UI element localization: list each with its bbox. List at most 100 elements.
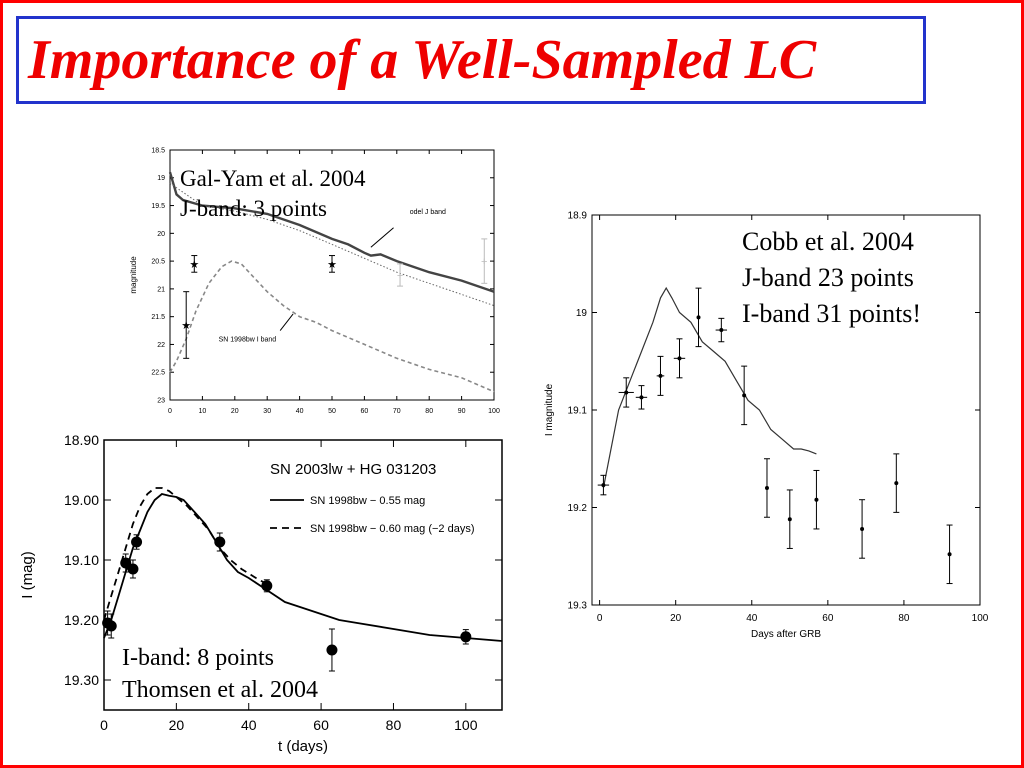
thomsen-y-tick-label: 18.90 — [64, 432, 99, 448]
galyam-y-tick-label: 20.5 — [151, 259, 165, 266]
galyam-x-tick-label: 50 — [328, 408, 336, 415]
galyam-x-tick-label: 70 — [393, 408, 401, 415]
thomsen-data-point — [214, 536, 226, 548]
cobb-data-point — [947, 552, 952, 557]
thomsen-chart-title: SN 2003lw + HG 031203 — [270, 461, 436, 478]
thomsen-y-tick-label: 19.20 — [64, 612, 99, 628]
thomsen-legend-label-1: SN 1998bw − 0.55 mag — [310, 495, 425, 507]
cobb-data-point — [601, 483, 606, 488]
galyam-y-axis-label: magnitude — [129, 256, 138, 294]
thomsen-panel: 0 20 40 60 80 100 18.90 19.00 19.10 19.20 19.30 t (… — [14, 432, 510, 758]
thomsen-data-point — [326, 644, 338, 656]
galyam-data-point: ★ — [189, 259, 199, 271]
cobb-annotation: Cobb et al. 2004 J-band 23 points I-band… — [742, 224, 921, 332]
galyam-y-tick-label: 21.5 — [151, 314, 165, 321]
thomsen-x-axis-label: t (days) — [278, 738, 328, 755]
galyam-annotation-line-2: J-band: 3 points — [180, 196, 327, 221]
thomsen-x-tick-label: 60 — [313, 717, 329, 733]
cobb-x-axis-label: Days after GRB — [751, 629, 821, 640]
galyam-x-tick-label: 60 — [361, 408, 369, 415]
galyam-series-3-line — [169, 260, 495, 393]
galyam-x-tick-label: 40 — [296, 408, 304, 415]
galyam-y-tick-label: 19.5 — [151, 203, 165, 210]
galyam-annotation-line-1: Gal-Yam et al. 2004 — [180, 166, 366, 191]
cobb-data-point — [787, 517, 792, 522]
galyam-series-1-line — [168, 171, 495, 293]
galyam-data-point: + — [397, 270, 403, 282]
thomsen-legend-label-2: SN 1998bw − 0.60 mag (−2 days) — [310, 523, 474, 535]
thomsen-series-2-line — [103, 487, 268, 621]
thomsen-y-tick-label: 19.00 — [64, 492, 99, 508]
galyam-data-point: ★ — [327, 259, 337, 271]
cobb-data-point — [894, 481, 899, 486]
galyam-y-tick-label: 22.5 — [151, 370, 165, 377]
thomsen-chart: 0 20 40 60 80 100 18.90 19.00 19.10 19.20 19.30 t (… — [19, 432, 503, 755]
thomsen-annotation: I-band: 8 points Thomsen et al. 2004 — [122, 642, 318, 706]
thomsen-annotation-line-2: Thomsen et al. 2004 — [122, 677, 318, 703]
cobb-data-point — [764, 486, 769, 490]
thomsen-data-point — [261, 580, 273, 592]
thomsen-data-point — [460, 631, 472, 643]
galyam-data-point: + — [481, 256, 487, 268]
galyam-x-tick-label: 30 — [263, 408, 271, 415]
galyam-y-tick-label: 23 — [157, 397, 165, 404]
thomsen-data-point — [120, 557, 132, 569]
cobb-y-tick-label: 19.2 — [568, 503, 588, 514]
galyam-y-tick-label: 19 — [157, 175, 165, 182]
cobb-annotation-line-2: J-band 23 points — [742, 263, 914, 292]
cobb-y-tick-label: 19.3 — [568, 601, 588, 612]
galyam-panel: 0 10 20 30 40 50 60 70 80 90 100 18.5 19 19.5 20 20.5 21… — [122, 140, 502, 418]
galyam-arrow-model — [370, 227, 394, 248]
thomsen-x-tick-label: 80 — [386, 717, 402, 733]
galyam-y-tick-label: 18.5 — [151, 147, 165, 154]
thomsen-data-point — [105, 620, 117, 632]
thomsen-plot-frame — [103, 439, 503, 711]
cobb-data-point — [677, 356, 682, 361]
galyam-y-tick-label: 21 — [157, 286, 165, 293]
cobb-annotation-line-1: Cobb et al. 2004 — [742, 227, 914, 256]
galyam-y-tick-label: 22 — [157, 342, 165, 349]
thomsen-x-tick-label: 40 — [241, 717, 257, 733]
galyam-x-tick-label: 20 — [231, 408, 239, 415]
cobb-x-tick-label: 60 — [822, 613, 834, 624]
cobb-x-tick-label: 80 — [898, 613, 910, 624]
cobb-series-1-line — [602, 286, 817, 489]
galyam-y-tick-label: 20 — [157, 231, 165, 238]
thomsen-x-tick-label: 100 — [454, 717, 478, 733]
thomsen-x-tick-label: 0 — [100, 717, 108, 733]
galyam-annotation: Gal-Yam et al. 2004 J-band: 3 points — [180, 164, 365, 224]
cobb-data-point — [814, 497, 819, 502]
thomsen-data-point — [127, 563, 139, 575]
slide-title: Importance of a Well-Sampled LC — [28, 29, 817, 91]
galyam-inline-label-model: odel J band — [410, 209, 446, 216]
cobb-data-point — [658, 373, 663, 378]
cobb-data-point — [624, 390, 629, 395]
thomsen-series-1-line — [103, 493, 503, 642]
thomsen-y-axis-label: I (mag) — [19, 551, 36, 599]
cobb-chart: 0 20 40 60 80 100 18.9 19 19.1 19.2 19.3 Days after… — [544, 211, 989, 641]
galyam-x-tick-label: 0 — [168, 408, 172, 415]
cobb-y-tick-label: 19 — [576, 308, 588, 319]
cobb-y-tick-label: 18.9 — [568, 211, 588, 222]
title-box — [16, 16, 926, 104]
galyam-x-tick-label: 100 — [488, 408, 500, 415]
cobb-annotation-line-3: I-band 31 points! — [742, 299, 922, 328]
cobb-data-point — [639, 395, 644, 400]
galyam-x-tick-label: 10 — [199, 408, 207, 415]
cobb-data-point — [696, 315, 701, 320]
thomsen-x-tick-label: 20 — [169, 717, 185, 733]
cobb-x-tick-label: 40 — [746, 613, 758, 624]
thomsen-data-point — [131, 536, 143, 548]
thomsen-y-tick-label: 19.30 — [64, 672, 99, 688]
cobb-panel: 0 20 40 60 80 100 18.9 19 19.1 19.2 19.3 Days after… — [540, 203, 998, 655]
cobb-x-tick-label: 100 — [972, 613, 989, 624]
cobb-x-tick-label: 0 — [597, 613, 603, 624]
galyam-x-tick-label: 80 — [425, 408, 433, 415]
cobb-y-axis-label: I magnitude — [544, 383, 555, 436]
cobb-data-point — [860, 526, 865, 531]
cobb-y-tick-label: 19.1 — [568, 406, 588, 417]
cobb-x-tick-label: 20 — [670, 613, 682, 624]
galyam-chart: 0 10 20 30 40 50 60 70 80 90 100 18.5 19 19.5 20 20.5 21… — [129, 147, 500, 415]
galyam-data-point: ★ — [181, 320, 191, 332]
